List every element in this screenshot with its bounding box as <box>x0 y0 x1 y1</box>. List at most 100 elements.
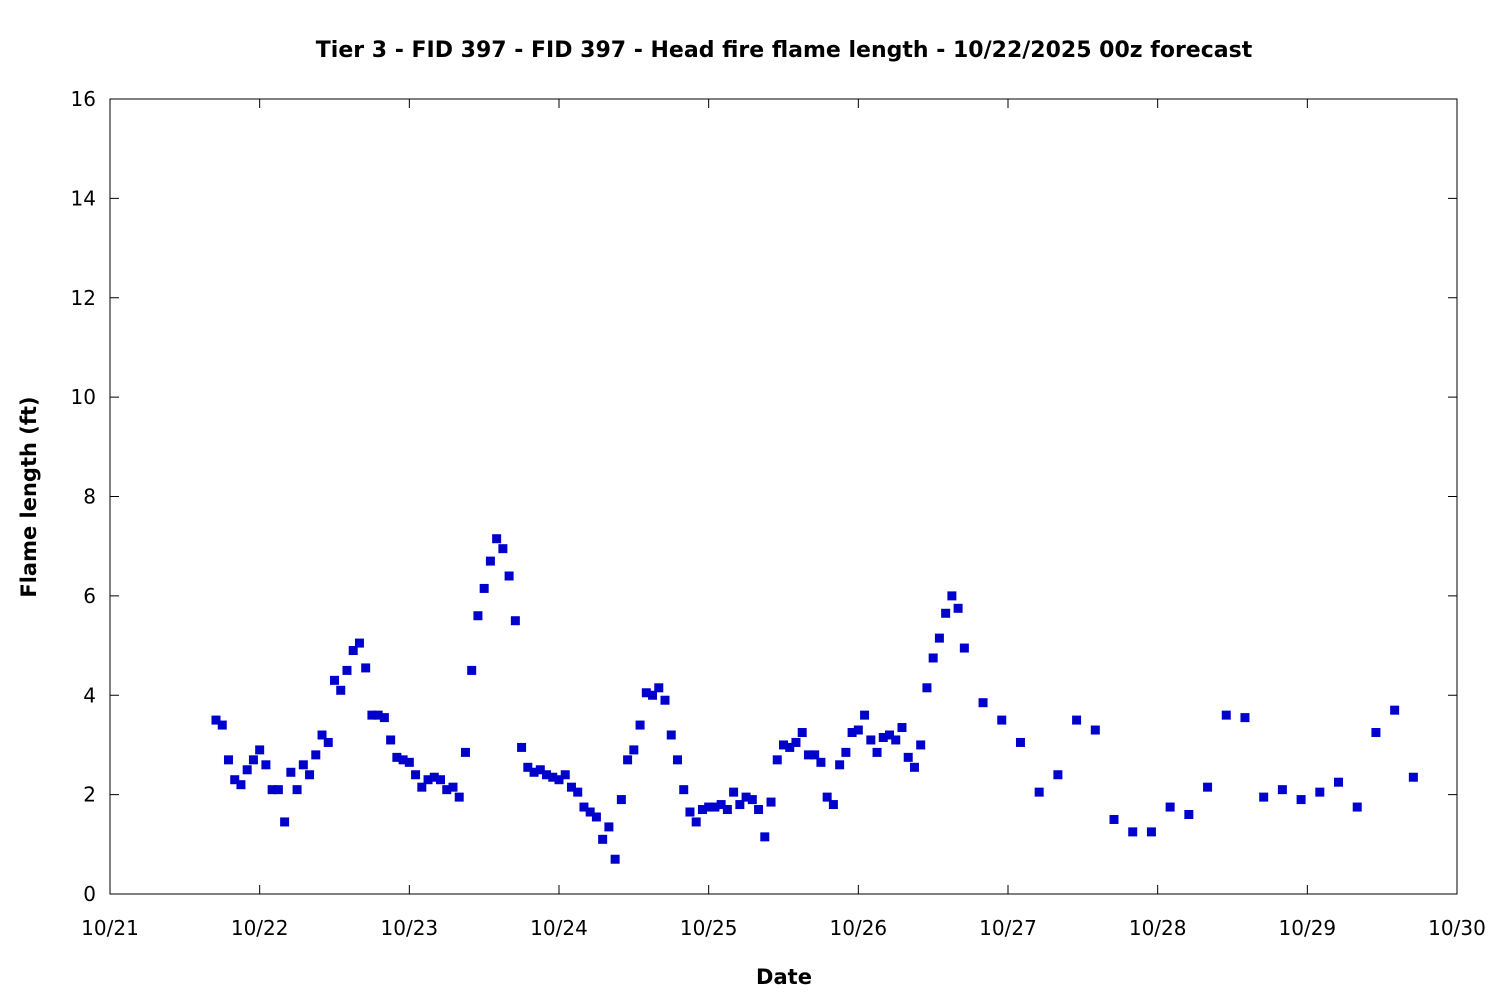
data-point <box>697 805 707 815</box>
data-point <box>641 688 651 698</box>
data-point <box>1334 777 1344 787</box>
data-point <box>810 750 820 760</box>
data-point <box>735 800 745 810</box>
data-point <box>822 792 832 802</box>
data-point <box>635 720 645 730</box>
data-point <box>1128 827 1138 837</box>
data-point <box>386 735 396 745</box>
plot-frame <box>109 98 1458 895</box>
data-point <box>454 792 464 802</box>
data-point <box>230 775 240 785</box>
data-point <box>579 802 589 812</box>
data-point <box>348 646 358 656</box>
data-point <box>909 762 919 772</box>
x-tick-label: 10/28 <box>1129 916 1187 940</box>
y-tick-label: 14 <box>71 186 96 210</box>
data-point <box>585 807 595 817</box>
data-point <box>548 772 558 782</box>
x-tick-label: 10/24 <box>530 916 588 940</box>
y-tick-label: 8 <box>83 485 96 509</box>
data-point <box>766 797 776 807</box>
data-point <box>779 740 788 750</box>
data-point <box>885 730 895 740</box>
data-point <box>710 802 720 812</box>
data-points <box>211 534 1418 864</box>
x-tick-label: 10/30 <box>1428 916 1486 940</box>
data-point <box>517 742 527 752</box>
data-point <box>1015 737 1025 747</box>
data-point <box>242 765 252 775</box>
data-point <box>903 752 913 762</box>
data-point <box>1053 770 1063 780</box>
data-point <box>417 782 427 792</box>
data-point <box>934 633 944 643</box>
data-point <box>691 817 701 827</box>
data-point <box>666 730 676 740</box>
data-point <box>342 665 352 675</box>
data-point <box>872 747 882 757</box>
data-point <box>492 534 502 544</box>
data-point <box>498 544 508 554</box>
data-point <box>623 755 633 765</box>
data-point <box>223 755 233 765</box>
y-tick-label: 4 <box>83 683 96 707</box>
data-point <box>947 591 957 601</box>
data-point <box>685 807 695 817</box>
data-point <box>616 795 626 805</box>
data-point <box>729 787 739 797</box>
data-point <box>379 713 389 723</box>
data-point <box>336 685 346 695</box>
data-point <box>566 782 576 792</box>
data-point <box>629 745 639 755</box>
x-tick-label: 10/27 <box>979 916 1037 940</box>
y-axis: 0 2 4 6 8 10 12 14 16 <box>71 87 1457 906</box>
data-point <box>722 805 732 815</box>
data-point <box>1315 787 1325 797</box>
data-point <box>1165 802 1175 812</box>
data-point <box>1296 795 1306 805</box>
x-tick-label: 10/26 <box>830 916 888 940</box>
data-point <box>1259 792 1269 802</box>
data-point <box>411 770 421 780</box>
data-point <box>273 785 283 795</box>
data-point <box>1352 802 1362 812</box>
data-point <box>573 787 583 797</box>
y-tick-label: 10 <box>71 385 96 409</box>
data-point <box>878 732 888 742</box>
x-tick-label: 10/23 <box>381 916 439 940</box>
data-point <box>1146 827 1156 837</box>
data-point <box>367 710 377 720</box>
data-point <box>997 715 1007 725</box>
data-point <box>248 755 258 765</box>
x-tick-label: 10/21 <box>81 916 139 940</box>
data-point <box>853 725 863 735</box>
data-point <box>828 800 838 810</box>
data-point <box>373 710 383 720</box>
data-point <box>648 690 658 700</box>
data-point <box>847 728 857 738</box>
y-tick-label: 0 <box>83 882 96 906</box>
data-point <box>323 737 333 747</box>
data-point <box>772 755 782 765</box>
data-point <box>1072 715 1082 725</box>
y-tick-label: 12 <box>71 286 96 310</box>
x-tick-label: 10/22 <box>231 916 289 940</box>
data-point <box>1034 787 1044 797</box>
data-point <box>604 822 614 832</box>
data-point <box>1240 713 1250 723</box>
data-point <box>436 775 446 785</box>
data-point <box>835 760 845 770</box>
data-point <box>803 750 813 760</box>
data-point <box>467 665 477 675</box>
data-point <box>1090 725 1100 735</box>
data-point <box>311 750 321 760</box>
data-point <box>704 802 714 812</box>
data-point <box>672 755 682 765</box>
data-point <box>423 775 433 785</box>
data-point <box>255 745 265 755</box>
x-axis-label: Date <box>756 965 812 989</box>
data-point <box>785 742 795 752</box>
data-point <box>654 683 664 693</box>
